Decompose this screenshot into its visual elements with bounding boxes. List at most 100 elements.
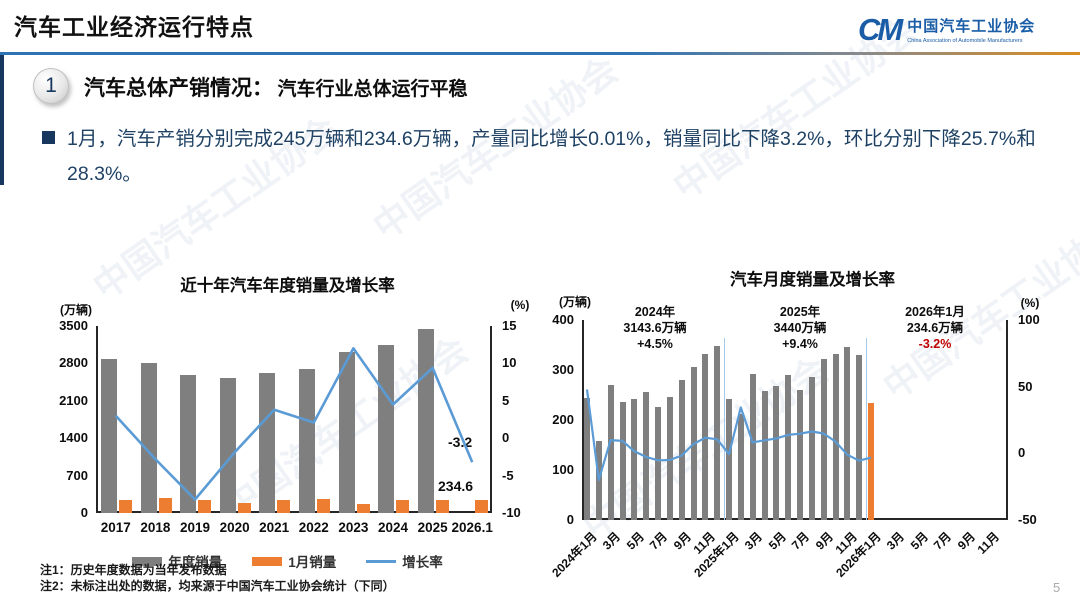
x-axis-label: 2018 [140,520,171,535]
sales-bar [868,402,874,520]
annotation-line: 3440万辆 [773,321,827,335]
sales-bar [773,385,780,520]
x-axis-label: 5月 [765,529,789,553]
year-total-annotation: 2025年 3440万辆 +9.4% [725,304,875,352]
monthly-chart-right-unit: (%) [1020,296,1040,310]
sales-bar [856,355,863,520]
x-axis-label: 9月 [670,529,694,553]
growth-rate-line [114,347,474,501]
x-axis-label: 2024 [377,520,408,535]
sales-bar [299,369,315,513]
logo-name-cn: 中国汽车工业协会 [907,17,1036,35]
legend-growth-rate: 增长率 [366,551,443,571]
x-axis-label: 7月 [789,529,813,553]
monthly-chart-plot [582,320,1008,520]
x-axis-label: 3月 [599,529,623,553]
y-axis-tick-left: 0 [566,512,574,527]
x-axis-label: 2020 [219,520,250,535]
y-axis-tick-right: 100 [1018,312,1040,327]
x-axis-label: 2026.1 [451,520,493,535]
page-title: 汽车工业经济运行特点 [14,14,254,40]
sales-bar [619,402,626,520]
monthly-sales-chart: 汽车月度销量及增长率 (万辆) (%) 0 100 200 300 400 -50 0 50 1… [545,260,1080,607]
x-axis-label: 9月 [812,529,836,553]
section-heading-sub: 汽车行业总体运行平稳 [277,79,468,100]
sales-bar [737,413,744,520]
sales-bar [785,374,792,520]
footnotes: 注1：历史年度数据为当年发布数据 注2：未标注出处的数据，均来源于中国汽车工业协… [40,563,395,594]
y-axis-tick-right: 50 [1018,378,1033,394]
left-edge-accent [0,55,4,185]
y-axis-tick-left: 2800 [59,355,88,371]
header-divider [0,52,1080,55]
sales-bar [749,374,756,520]
y-axis-tick-right: 10 [502,355,517,371]
bullet-square-icon [42,131,55,144]
x-axis-label: 3月 [883,529,907,553]
section-heading: 汽车总体产销情况： 汽车行业总体运行平稳 [84,72,467,102]
sales-bar [631,399,638,520]
annual-chart-legend: 年度销量 1月销量 增长率 [40,551,535,571]
sales-bar [317,499,330,513]
x-axis-label: 2025 [417,520,448,535]
footnote-2: 注2：未标注出处的数据，均来源于中国汽车工业协会统计（下同） [40,578,395,593]
legend-january-sales-label: 1月销量 [288,555,337,570]
annotation-line: 234.6万辆 [906,321,964,335]
sales-bar [761,390,768,520]
legend-annual-sales: 年度销量 [132,551,222,571]
sales-bar [338,352,355,513]
sales-bar [714,345,721,520]
sales-bar [140,362,157,513]
page-number: 5 [1053,580,1061,595]
y-axis-tick-left: 3500 [59,318,88,333]
annual-chart-plot [96,326,492,513]
sales-bar [219,377,236,513]
sales-bar [237,502,251,513]
y-axis-tick-left: 100 [552,462,574,477]
sales-bar [356,504,370,513]
y-axis-tick-left: 300 [552,362,574,377]
annotation-line: 2025年 [779,305,821,319]
annual-chart-right-unit: (%) [510,298,530,312]
sales-bar [832,353,839,520]
logo-name-en: China Association of Automobile Manufact… [907,37,1023,44]
y-axis-tick-left: 400 [552,312,574,327]
year-separator [866,338,867,520]
y-axis-tick-left: 2100 [59,392,88,408]
y-axis-tick-right: -5 [502,467,514,483]
annotation-line: +4.5% [637,337,673,351]
annual-volume-annotation: 234.6 [438,478,474,494]
y-axis-tick-right: -10 [502,505,521,520]
x-axis-label: 2021 [259,520,290,535]
orange-bar-swatch-icon [252,556,283,566]
y-axis-tick-right: 5 [502,392,510,408]
y-axis-tick-right: 0 [1018,445,1026,461]
caam-logo-text: 中国汽车工业协会 China Association of Automobile… [907,15,1035,44]
y-axis-tick-left: 1400 [59,430,88,446]
sales-bar [678,379,685,520]
x-axis-label: 2017 [100,520,131,535]
sales-bar [101,358,117,513]
y-axis-tick-right: -50 [1018,512,1037,527]
sales-bar [607,385,614,520]
section-number-badge: 1 [33,68,69,104]
sales-bar [259,372,276,513]
section-heading-main: 汽车总体产销情况： [84,77,273,100]
y-axis-tick-left: 700 [66,467,88,483]
year-total-annotation: 2026年1月 234.6万辆 -3.2% [860,304,1010,352]
x-axis-label: 2024年1月 [548,529,600,580]
sales-bar [158,497,172,513]
annotation-line: 2026年1月 [905,305,965,319]
footnote-1: 注1：历史年度数据为当年发布数据 [40,563,227,577]
annotation-line: -3.2% [918,337,952,351]
growth-rate-line [585,389,872,481]
legend-january-sales: 1月销量 [252,551,336,571]
x-axis-label: 5月 [907,529,931,553]
sales-bar [396,499,410,513]
year-separator [724,338,725,520]
x-axis-label: 9月 [954,529,978,553]
y-axis-tick-left: 0 [80,505,88,520]
monthly-chart-title: 汽车月度销量及增长率 [730,271,895,289]
y-axis-tick-right: 15 [502,318,517,333]
sales-bar [797,390,803,520]
